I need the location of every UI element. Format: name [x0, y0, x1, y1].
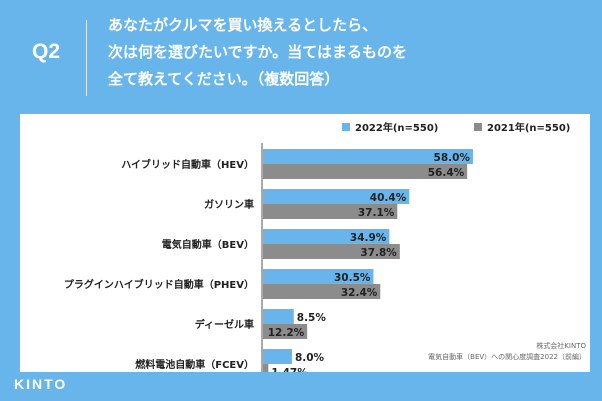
bar-2021 [263, 244, 400, 259]
kinto-logo: KINTO [14, 376, 68, 392]
source-survey: 電気自動車（BEV）への関心度調査2022（前編） [428, 352, 586, 361]
header-divider [86, 20, 87, 96]
bar-2022 [263, 229, 390, 244]
bar-2021 [263, 164, 468, 179]
bar-2022 [263, 149, 473, 164]
bar-2021 [263, 364, 269, 372]
data-label: 30.5% [334, 272, 371, 284]
bar-2021 [263, 324, 308, 339]
category-label: 電気自動車（BEV） [162, 238, 254, 251]
data-label: 40.4% [370, 192, 407, 204]
question-line: 全て教えてください。（複数回答） [108, 70, 340, 88]
data-label: 8.0% [295, 352, 325, 364]
question-text: あなたがクルマを買い換えるとしたら、 次は何を選びたいですか。当てはまるものを … [108, 12, 588, 93]
data-label: 56.4% [428, 167, 465, 179]
bar-2022 [263, 189, 410, 204]
category-label: プラグインハイブリッド自動車（PHEV） [64, 278, 254, 291]
bar-chart: 2022年(n=550) 2021年(n=550) ハイブリッド自動車（HEV） 58… [64, 121, 586, 372]
chart-card: 2022年(n=550) 2021年(n=550) ハイブリッド自動車（HEV） 58… [20, 114, 590, 372]
data-label: 8.5% [297, 312, 327, 324]
legend-label: 2022年(n=550) [355, 121, 438, 134]
bar-2022 [263, 269, 374, 284]
data-label: 37.1% [358, 207, 395, 219]
data-label: 58.0% [434, 152, 471, 164]
question-number: Q2 [32, 40, 61, 63]
data-label: 34.9% [350, 232, 387, 244]
legend-swatch [342, 123, 350, 131]
bar-2022 [263, 349, 292, 364]
bar-2021 [263, 204, 398, 219]
bar-2022 [263, 309, 294, 324]
category-label: 燃料電池自動車（FCEV） [135, 358, 254, 371]
source-company: 株式会社KINTO [536, 341, 586, 350]
category-label: ハイブリッド自動車（HEV） [121, 158, 254, 171]
data-label: 12.2% [268, 327, 305, 339]
category-label: ガソリン車 [204, 198, 254, 211]
data-label: 37.8% [360, 247, 397, 259]
bar-2021 [263, 284, 381, 299]
legend-label: 2021年(n=550) [487, 121, 570, 134]
legend-swatch [474, 123, 482, 131]
data-label: 32.4% [341, 287, 378, 299]
question-header: Q2 あなたがクルマを買い換えるとしたら、 次は何を選びたいですか。当てはまるも… [0, 0, 602, 112]
question-line: 次は何を選びたいですか。当てはまるものを [108, 43, 407, 61]
question-line: あなたがクルマを買い換えるとしたら、 [108, 16, 378, 34]
data-label: 1.47% [271, 367, 308, 372]
category-label: ディーゼル車 [195, 318, 254, 331]
